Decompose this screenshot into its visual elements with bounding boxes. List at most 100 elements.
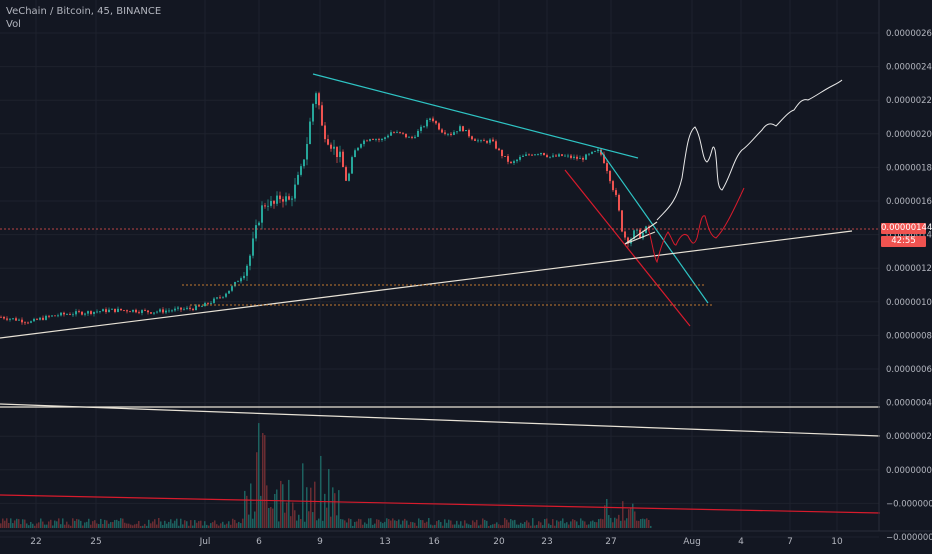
volume-bar [438,520,440,528]
volume-bar [608,515,610,528]
volume-bar [318,518,320,528]
candle-body [399,131,401,133]
volume-bar [620,520,622,528]
candle-body [423,126,425,128]
time-tick-label: 16 [428,537,440,547]
volume-bar [440,522,442,528]
candle-body [615,190,617,195]
volume-bar [480,524,482,528]
volume-bar [388,519,390,528]
candle-body [342,151,344,168]
volume-bar [534,525,536,528]
volume-bar [632,503,634,528]
candle-body [366,140,368,142]
candle-body [36,318,38,320]
candle-body [231,286,233,291]
volume-bar [176,518,178,528]
volume-bar [514,519,516,528]
volume-bar [190,520,192,528]
candle-body [174,308,176,311]
volume-bar [70,525,72,528]
candle-body [468,130,470,137]
volume-bar [206,524,208,528]
candle-body [261,205,263,223]
volume-bar [52,525,54,528]
candle-body [426,119,428,127]
volume-bar [334,493,336,528]
volume-bar [242,518,244,528]
candle-body [252,238,254,256]
volume-bar [644,519,646,528]
candle-body [186,307,188,309]
volume-bar [296,520,298,528]
candle-body [120,308,122,311]
symbol-title: VeChain / Bitcoin, 45, BINANCE [6,6,162,17]
candle-body [180,307,182,310]
volume-bar [330,516,332,528]
volume-bar [506,519,508,528]
volume-bar [392,518,394,528]
time-tick-label: 6 [256,537,262,547]
candle-body [510,161,512,163]
volume-bar [394,520,396,528]
volume-bar [398,519,400,528]
volume-bar [362,524,364,528]
candle-body [273,200,275,204]
volume-bar [132,525,134,528]
volume-bar [456,520,458,528]
volume-bar [538,521,540,528]
volume-bar [382,523,384,528]
candle-body [3,316,5,319]
volume-bar [500,525,502,528]
volume-bar [646,518,648,528]
candle-body [105,309,107,313]
volume-bar [112,522,114,528]
volume-bar [2,518,4,528]
volume-bar [146,525,148,528]
candle-body [300,166,302,175]
volume-bar [278,521,280,528]
candle-body [546,155,548,158]
volume-bar [444,519,446,528]
volume-bar [164,520,166,528]
drawings [0,73,881,514]
volume-bar [478,525,480,528]
candle-body [90,311,92,314]
volume-bar [550,525,552,528]
volume-bar [498,524,500,528]
volume-bar [426,521,428,528]
candle-body [633,230,635,239]
candle-body [54,315,56,317]
volume-bars [0,423,652,528]
volume-bar [308,511,310,528]
candle-body [12,318,14,320]
volume-bar [214,520,216,528]
volume-bar [370,518,372,528]
volume-bar [220,523,222,528]
volume-bar [100,518,102,528]
volume-bar [248,514,250,528]
volume-bar [630,507,632,528]
candle-body [549,156,551,158]
candle-body [525,154,527,156]
candle-body [282,199,284,202]
volume-bar [624,520,626,528]
candle-body [327,139,329,145]
volume-bar [536,524,538,528]
candle-body [609,170,611,182]
volume-bar [546,518,548,528]
volume-bar [518,524,520,528]
volume-bar [290,516,292,528]
alternate-projection-path [647,187,745,264]
candle-body [30,321,32,323]
candle-body [573,156,575,158]
volume-bar [166,523,168,528]
volume-bar [134,524,136,528]
